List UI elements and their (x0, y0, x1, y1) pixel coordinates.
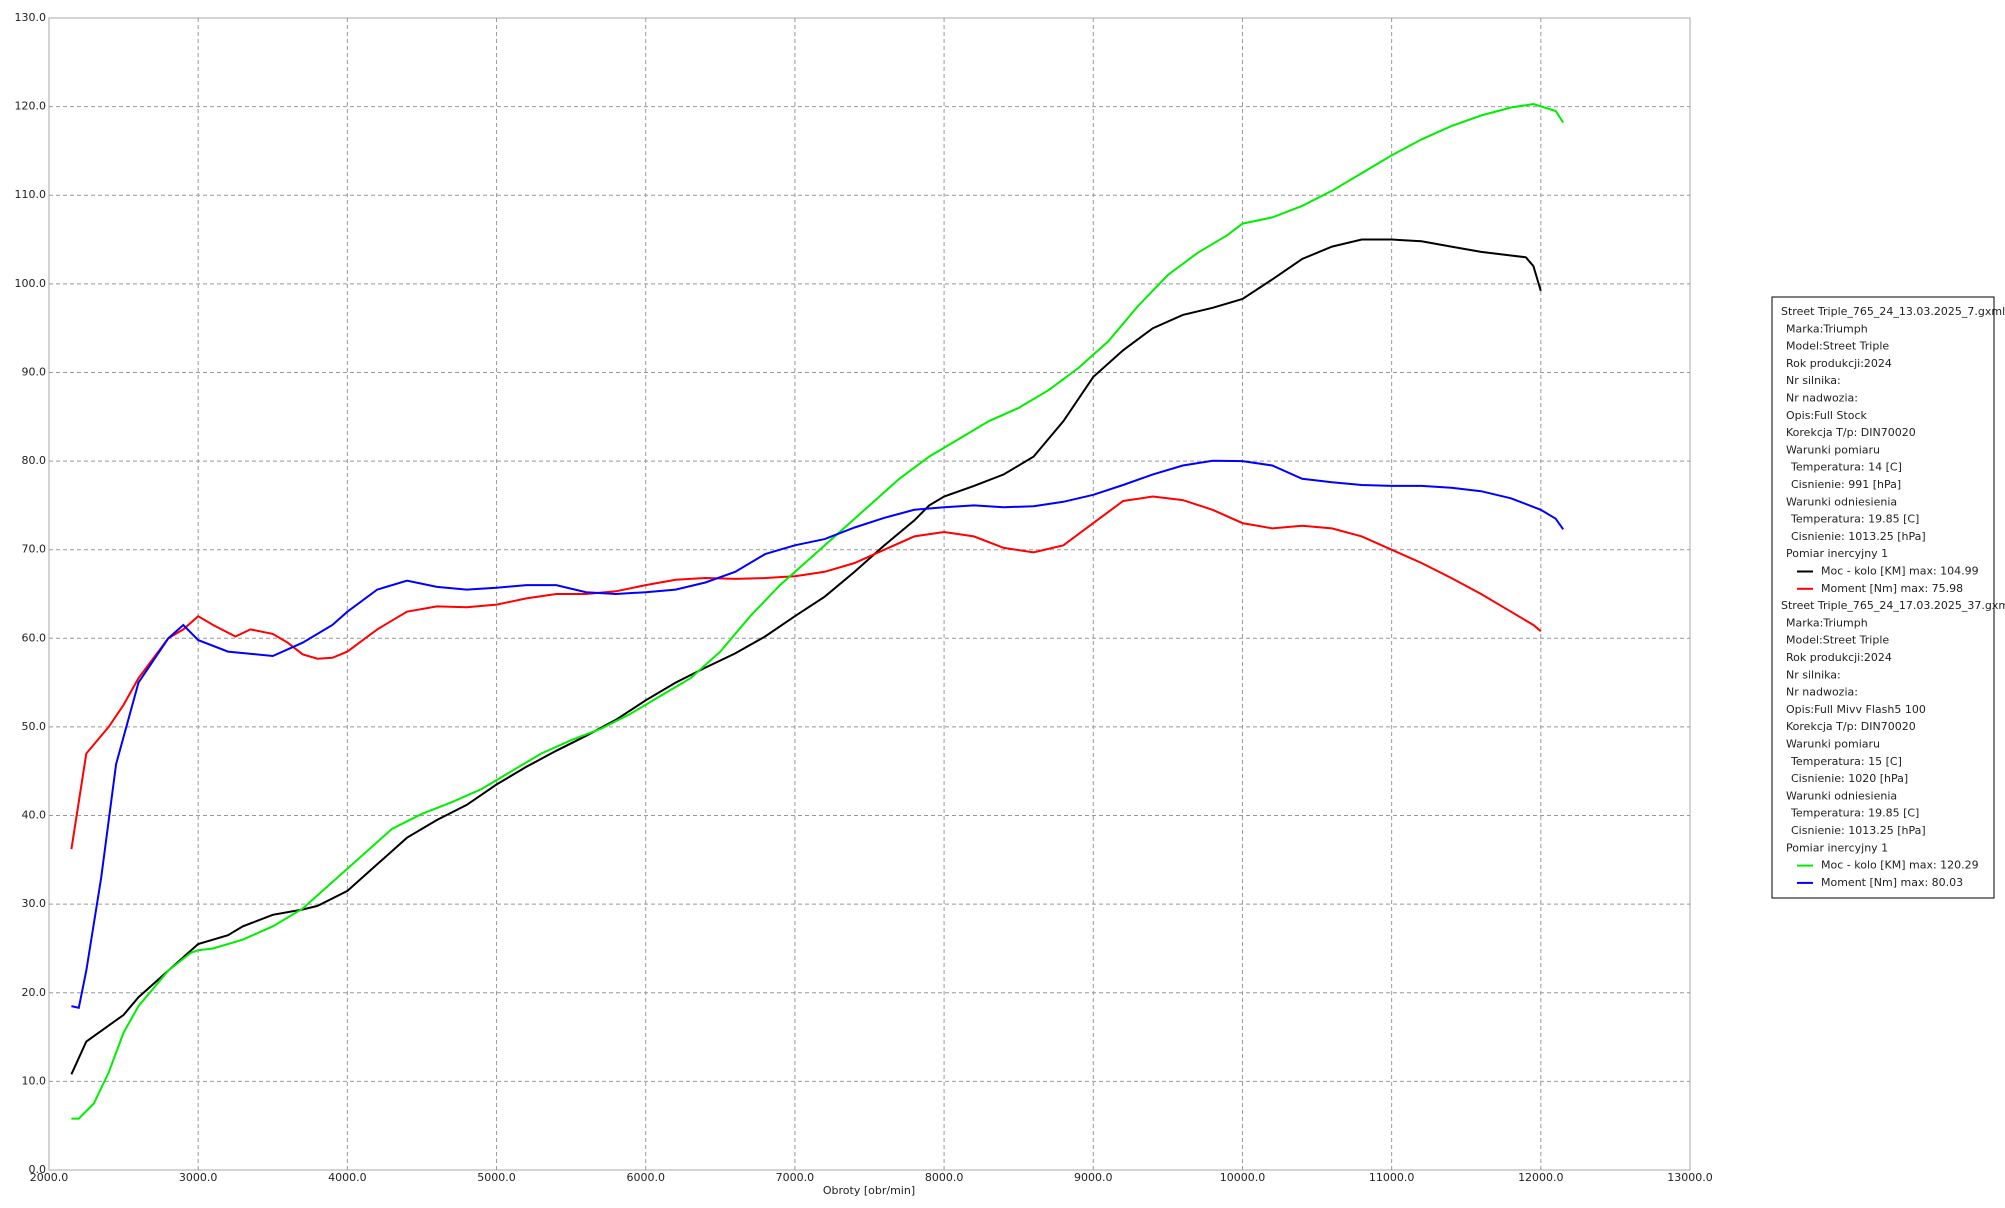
legend-text: Cisnienie: 1013.25 [hPa] (1791, 824, 1926, 837)
legend-text: Temperatura: 15 [C] (1790, 755, 1902, 768)
plot-frame (48, 17, 1691, 1171)
legend-text: Pomiar inercyjny 1 (1786, 547, 1888, 560)
x-tick-label: 3000.0 (179, 1171, 218, 1184)
y-tick-label: 70.0 (22, 543, 47, 556)
series-line (71, 459, 1565, 1010)
y-tick-label: 50.0 (22, 720, 47, 733)
x-tick-label: 6000.0 (626, 1171, 665, 1184)
y-tick-label: 10.0 (22, 1074, 47, 1087)
legend-box (1771, 296, 1995, 899)
legend-text: Warunki pomiaru (1786, 443, 1880, 456)
x-tick-label: 10000.0 (1220, 1171, 1266, 1184)
x-tick-label: 5000.0 (477, 1171, 516, 1184)
legend-label: Moc - kolo [KM] max: 120.29 (1821, 859, 1979, 872)
legend-text: Nr silnika: (1786, 668, 1841, 681)
x-axis-label: Obroty [obr/min] (823, 1184, 915, 1197)
y-tick-label: 30.0 (22, 897, 47, 910)
legend-text: Korekcja T/p: DIN70020 (1786, 720, 1916, 733)
legend-text: Warunki pomiaru (1786, 738, 1880, 751)
legend-text: Model:Street Triple (1786, 340, 1889, 353)
legend-text: Marka:Triumph (1786, 616, 1868, 629)
x-tick-label: 13000.0 (1667, 1171, 1713, 1184)
x-tick-label: 11000.0 (1369, 1171, 1415, 1184)
y-tick-label: 60.0 (22, 631, 47, 644)
legend-text: Street Triple_765_24_13.03.2025_7.gxml (1781, 305, 2005, 318)
y-tick-label: 90.0 (22, 365, 47, 378)
x-tick-label: 2000.0 (30, 1171, 69, 1184)
y-tick-label: 120.0 (15, 100, 47, 113)
y-tick-label: 130.0 (15, 11, 47, 24)
legend-label: Moment [Nm] max: 80.03 (1821, 876, 1963, 889)
legend-text: Marka:Triumph (1786, 322, 1868, 335)
legend-text: Nr nadwozia: (1786, 392, 1858, 405)
series-line (70, 238, 1542, 1075)
legend-text: Nr nadwozia: (1786, 686, 1858, 699)
y-tick-label: 20.0 (22, 986, 47, 999)
y-tick-label: 100.0 (15, 277, 47, 290)
y-tick-label: 80.0 (22, 454, 47, 467)
legend-text: Rok produkcji:2024 (1786, 357, 1892, 370)
legend-text: Nr silnika: (1786, 374, 1841, 387)
x-tick-label: 9000.0 (1074, 1171, 1113, 1184)
legend-text: Opis:Full Stock (1786, 409, 1868, 422)
x-tick-label: 12000.0 (1518, 1171, 1564, 1184)
x-tick-label: 7000.0 (776, 1171, 815, 1184)
y-tick-label: 110.0 (15, 188, 47, 201)
x-tick-label: 8000.0 (925, 1171, 964, 1184)
legend-text: Cisnienie: 1020 [hPa] (1791, 772, 1908, 785)
legend-label: Moment [Nm] max: 75.98 (1821, 582, 1963, 595)
series-line (70, 495, 1542, 850)
legend-text: Rok produkcji:2024 (1786, 651, 1892, 664)
series-line (71, 102, 1565, 1120)
legend-text: Warunki odniesienia (1786, 495, 1897, 508)
legend-text: Opis:Full Mivv Flash5 100 (1786, 703, 1926, 716)
legend-text: Model:Street Triple (1786, 634, 1889, 647)
legend-text: Cisnienie: 1013.25 [hPa] (1791, 530, 1926, 543)
y-tick-label: 0.0 (29, 1163, 47, 1176)
x-tick-label: 4000.0 (328, 1171, 367, 1184)
legend-text: Pomiar inercyjny 1 (1786, 841, 1888, 854)
legend-text: Street Triple_765_24_17.03.2025_37.gxml (1781, 599, 2005, 612)
legend-text: Temperatura: 19.85 [C] (1790, 513, 1919, 526)
legend-label: Moc - kolo [KM] max: 104.99 (1821, 565, 1979, 578)
y-tick-label: 40.0 (22, 809, 47, 822)
legend-text: Temperatura: 14 [C] (1790, 461, 1902, 474)
legend-text: Warunki odniesienia (1786, 789, 1897, 802)
legend-text: Cisnienie: 991 [hPa] (1791, 478, 1901, 491)
legend-text: Korekcja T/p: DIN70020 (1786, 426, 1916, 439)
legend-text: Temperatura: 19.85 [C] (1790, 807, 1919, 820)
